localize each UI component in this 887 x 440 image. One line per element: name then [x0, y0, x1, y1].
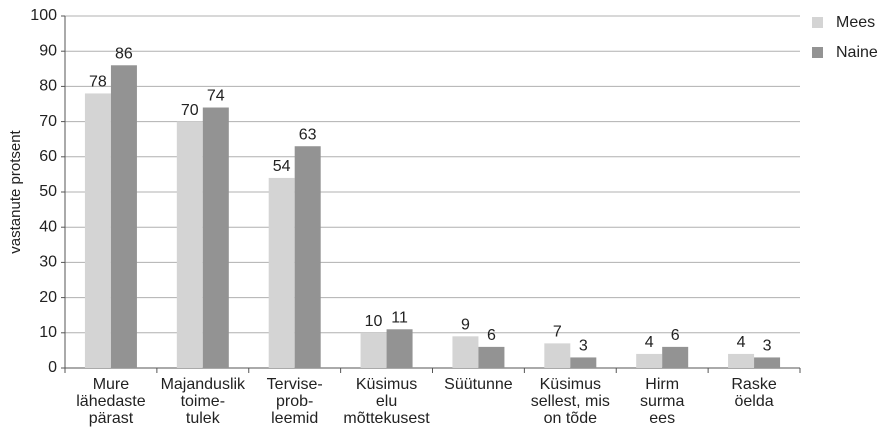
- x-tick-label: Küsimus sellest, mis on tõde: [530, 376, 610, 427]
- data-label: 6: [671, 327, 680, 344]
- y-tick-label: 90: [39, 42, 57, 59]
- data-label: 3: [579, 338, 588, 355]
- bar: [386, 329, 413, 368]
- bar: [452, 336, 479, 368]
- y-tick-label: 50: [39, 183, 57, 200]
- y-tick-label: 70: [39, 113, 57, 130]
- y-tick-label: 10: [39, 324, 57, 341]
- bar: [202, 107, 229, 369]
- x-tick-label: Hirm surma ees: [639, 376, 685, 427]
- data-label: 6: [487, 327, 496, 344]
- y-tick-label: 20: [39, 289, 57, 306]
- x-tick-label: Majanduslik toime- tulek: [160, 376, 246, 427]
- y-tick-label: 60: [39, 148, 57, 165]
- data-label: 4: [645, 334, 654, 351]
- data-label: 78: [89, 74, 107, 91]
- bar: [662, 346, 689, 368]
- data-label: 63: [299, 126, 317, 143]
- x-tick-label: Mure lähedaste pärast: [76, 376, 146, 427]
- data-label: 4: [737, 334, 746, 351]
- bar: [84, 93, 111, 368]
- x-tick-label: Süütunne: [444, 376, 513, 393]
- bar: [268, 177, 295, 368]
- x-tick-label: Raske öelda: [731, 376, 777, 410]
- x-tick-label: Tervise- prob- leemid: [266, 376, 323, 427]
- bar: [728, 353, 755, 368]
- legend-swatch: [812, 17, 823, 28]
- bar: [570, 357, 597, 368]
- data-label: 3: [763, 338, 772, 355]
- data-label: 9: [461, 317, 470, 334]
- data-label: 11: [391, 309, 408, 326]
- data-label: 54: [273, 158, 291, 175]
- legend-label: Naine: [836, 44, 878, 61]
- y-axis-label: vastanute protsent: [7, 129, 24, 253]
- bar: [478, 346, 505, 368]
- y-tick-label: 80: [39, 78, 57, 95]
- legend-label: Mees: [836, 14, 875, 31]
- bar: [360, 332, 387, 368]
- y-tick-label: 100: [30, 7, 57, 24]
- bar: [294, 146, 321, 368]
- data-label: 7: [553, 324, 562, 341]
- y-tick-label: 0: [48, 359, 57, 376]
- bar: [176, 121, 203, 368]
- data-label: 70: [181, 102, 199, 119]
- bar: [110, 65, 137, 368]
- bar: [636, 353, 663, 368]
- y-tick-label: 30: [39, 254, 57, 271]
- bar: [754, 357, 781, 368]
- data-label: 10: [365, 313, 383, 330]
- data-label: 86: [115, 45, 133, 62]
- y-tick-label: 40: [39, 218, 57, 235]
- bar: [544, 343, 571, 368]
- data-label: 74: [207, 88, 225, 105]
- x-tick-label: Küsimus elu mõttekusest: [343, 376, 430, 427]
- legend-swatch: [812, 47, 823, 58]
